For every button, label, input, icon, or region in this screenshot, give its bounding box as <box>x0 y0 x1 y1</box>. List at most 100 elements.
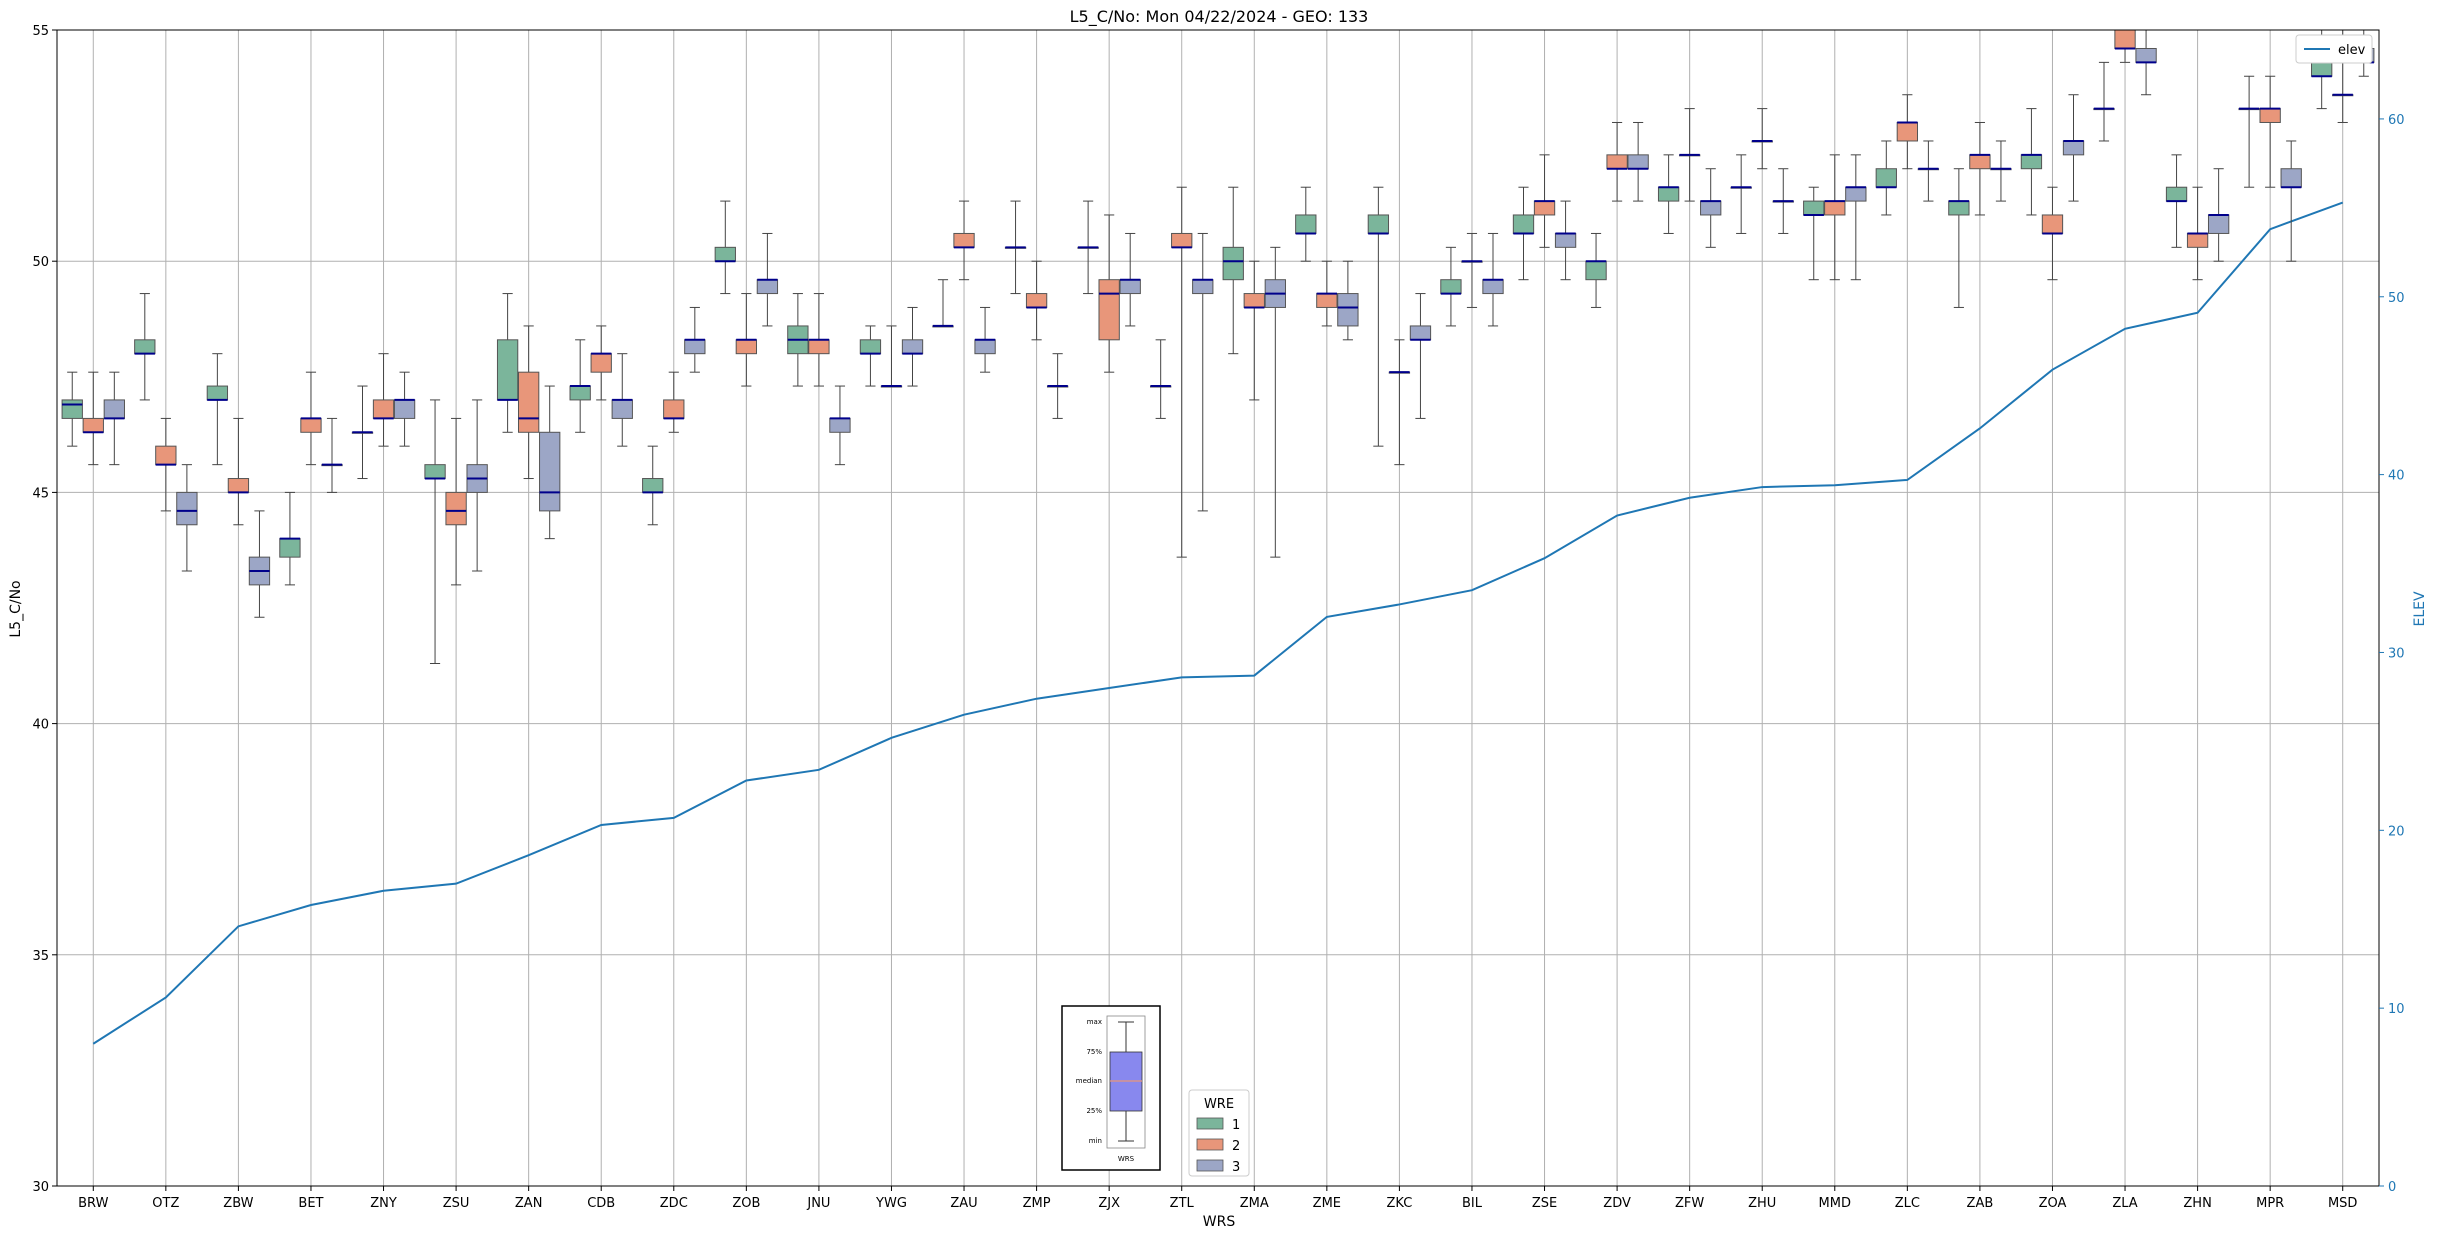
x-tick-label: ZOA <box>2039 1196 2067 1211</box>
y-tick-label: 55 <box>32 24 49 39</box>
box-key-label: median <box>1076 1077 1102 1085</box>
box-wre-2 <box>372 399 395 419</box>
elev-legend-frame <box>2295 34 2373 64</box>
box-key-label: min <box>1089 1137 1102 1145</box>
box-wre-3 <box>756 279 779 295</box>
wre-legend-label: 1 <box>1232 1118 1240 1133</box>
x-axis-label: WRS <box>1203 1214 1236 1230</box>
box-wre-1 <box>714 246 736 262</box>
y-tick-label: 40 <box>32 718 49 733</box>
box-wre-1 <box>2311 61 2333 77</box>
box-wre-2 <box>2259 108 2281 123</box>
x-tick-label: ZME <box>1313 1196 1341 1211</box>
box-wre-1 <box>2165 186 2188 202</box>
box-wre-2 <box>2114 29 2136 49</box>
box-wre-2 <box>1969 154 1991 170</box>
wre-legend: WRE 1 2 3 <box>1188 1089 1250 1177</box>
axes-layer: 30 35 40 45 50 55 0 10 20 30 40 50 60 BRW OTZ ZBW BET ZNY… <box>32 24 2404 1211</box>
box-wre-2 <box>953 232 975 248</box>
y2-tick-label: 10 <box>2388 1002 2405 1017</box>
box-wre-1 <box>424 464 446 480</box>
box-wre-1 <box>642 478 664 493</box>
box-wre-3 <box>1119 279 1141 295</box>
x-tick-label: BIL <box>1462 1196 1483 1211</box>
box-wre-1 <box>1585 260 1607 281</box>
box-wre-3 <box>1700 200 1722 216</box>
box-wre-3 <box>611 399 633 419</box>
box-wre-3 <box>2207 214 2230 234</box>
box-wre-3 <box>1482 279 1504 295</box>
box-wre-3 <box>2062 140 2085 156</box>
y-tick-label: 50 <box>32 255 49 270</box>
box-wre-3 <box>901 339 924 355</box>
box-wre-2 <box>1243 293 1265 308</box>
x-tick-label: ZNY <box>370 1196 397 1211</box>
box-wre-1 <box>569 385 591 401</box>
x-tick-label: ZMP <box>1023 1196 1051 1211</box>
elev-legend-label: elev <box>2338 43 2366 58</box>
box-wre-1 <box>1875 168 1897 188</box>
box-wre-2 <box>735 339 758 355</box>
box-wre-3 <box>393 399 416 419</box>
y2-tick-label: 60 <box>2388 113 2405 128</box>
chart-title: L5_C/No: Mon 04/22/2024 - GEO: 133 <box>1070 7 1369 27</box>
elev-line-layer <box>92 201 2344 1045</box>
box-wre-2 <box>590 353 612 373</box>
y-tick-label: 35 <box>32 949 49 964</box>
box-wre-1 <box>1222 246 1244 281</box>
box-wre-3 <box>103 399 125 419</box>
x-tick-label: ZDV <box>1603 1196 1631 1211</box>
box-wre-2 <box>300 417 322 433</box>
box-wre-3 <box>684 339 706 355</box>
wre-legend-title: WRE <box>1204 1097 1234 1112</box>
box-wre-3 <box>2280 168 2302 188</box>
x-tick-label: ZTL <box>1170 1196 1195 1211</box>
box-wre-1 <box>206 385 229 401</box>
x-tick-label: CDB <box>587 1196 615 1211</box>
box-wre-2 <box>445 491 467 526</box>
x-tick-label: ZJX <box>1098 1196 1120 1211</box>
box-wre-2 <box>1171 232 1193 248</box>
grid-layer <box>57 29 2379 1187</box>
y2-tick-label: 50 <box>2388 291 2405 306</box>
x-tick-label: ZAN <box>515 1196 543 1211</box>
box-wre-2 <box>663 399 685 419</box>
x-tick-label: ZBW <box>223 1196 253 1211</box>
x-tick-label: YWG <box>875 1196 907 1211</box>
elev-legend: elev <box>2295 34 2373 64</box>
box-wre-1 <box>1512 214 1535 234</box>
box-wre-3 <box>1554 232 1577 248</box>
box-wre-2 <box>1824 200 1846 216</box>
x-tick-label: ZMA <box>1240 1196 1269 1211</box>
box-key-label: 75% <box>1086 1048 1102 1056</box>
box-wre-1 <box>2020 154 2043 170</box>
box-wre-1 <box>496 339 519 401</box>
x-tick-label: BET <box>298 1196 323 1211</box>
wre-legend-swatch <box>1196 1117 1224 1130</box>
box-wre-1 <box>1657 186 1680 202</box>
box-wre-1 <box>1295 214 1317 234</box>
wre-legend-swatch <box>1196 1159 1224 1172</box>
box-wre-2 <box>2041 214 2064 234</box>
wre-legend-swatch <box>1196 1138 1224 1151</box>
x-tick-label: JNU <box>806 1196 830 1211</box>
box-key-xlabel: WRS <box>1118 1155 1135 1163</box>
box-wre-1 <box>279 538 301 558</box>
box-wre-2 <box>1896 121 1919 142</box>
box-wre-1 <box>1803 200 1825 216</box>
box-key-inset: max 75% median 25% min WRS <box>1061 1005 1161 1171</box>
box-wre-2 <box>517 371 540 433</box>
box-wre-1 <box>859 339 882 355</box>
box-wre-3 <box>974 339 996 355</box>
x-tick-label: MPR <box>2256 1196 2284 1211</box>
y2-tick-label: 0 <box>2388 1180 2396 1195</box>
box-wre-3 <box>176 491 198 526</box>
box-wre-3 <box>2135 47 2157 63</box>
x-tick-label: ZKC <box>1387 1196 1413 1211</box>
box-key-label: max <box>1087 1018 1102 1026</box>
box-key-axes <box>1106 1015 1146 1149</box>
x-tick-label: BRW <box>78 1196 108 1211</box>
wre-legend-label: 2 <box>1232 1139 1240 1154</box>
